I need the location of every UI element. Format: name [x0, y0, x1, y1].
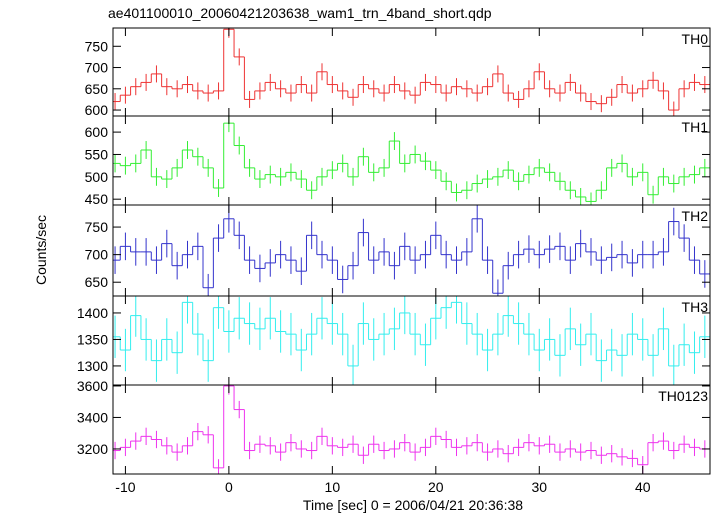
y-axis-label: Counts/sec: [33, 215, 49, 285]
x-tick-label: 20: [428, 479, 444, 495]
panel: [113, 205, 710, 296]
y-tick-label: 1350: [77, 331, 108, 347]
panel-frame: [112, 384, 711, 475]
y-tick-label: 3600: [77, 378, 108, 394]
y-tick-label: 450: [85, 191, 109, 207]
panel: [113, 28, 710, 116]
y-tick-label: 650: [85, 81, 109, 97]
panel: [113, 116, 710, 205]
panel: [113, 385, 710, 474]
y-tick-label: 700: [85, 247, 109, 263]
y-tick-label: 3200: [77, 441, 108, 457]
panel: [113, 296, 710, 385]
y-tick-label: 600: [85, 124, 109, 140]
panel-label: TH0123: [658, 388, 708, 404]
y-tick-label: 600: [85, 102, 109, 118]
panel-label: TH0: [682, 31, 709, 47]
y-tick-label: 500: [85, 169, 109, 185]
panel-frame: [112, 27, 711, 117]
panel-label: TH2: [682, 208, 709, 224]
y-tick-label: 3400: [77, 409, 108, 425]
x-tick-label: 10: [325, 479, 341, 495]
panel-label: TH1: [682, 119, 709, 135]
y-tick-label: 1400: [77, 305, 108, 321]
chart-title: ae401100010_20060421203638_wam1_trn_4ban…: [108, 5, 492, 21]
x-tick-label: 40: [635, 479, 651, 495]
x-tick-label: 0: [225, 479, 233, 495]
y-tick-label: 750: [85, 219, 109, 235]
y-tick-label: 550: [85, 146, 109, 162]
y-tick-label: 750: [85, 38, 109, 54]
x-tick-label: -10: [115, 479, 135, 495]
y-tick-label: 650: [85, 274, 109, 290]
y-tick-label: 700: [85, 60, 109, 76]
x-tick-label: 30: [531, 479, 547, 495]
panel-label: TH3: [682, 299, 709, 315]
y-tick-label: 1300: [77, 358, 108, 374]
x-axis-label: Time [sec] 0 = 2006/04/21 20:36:38: [303, 497, 523, 513]
